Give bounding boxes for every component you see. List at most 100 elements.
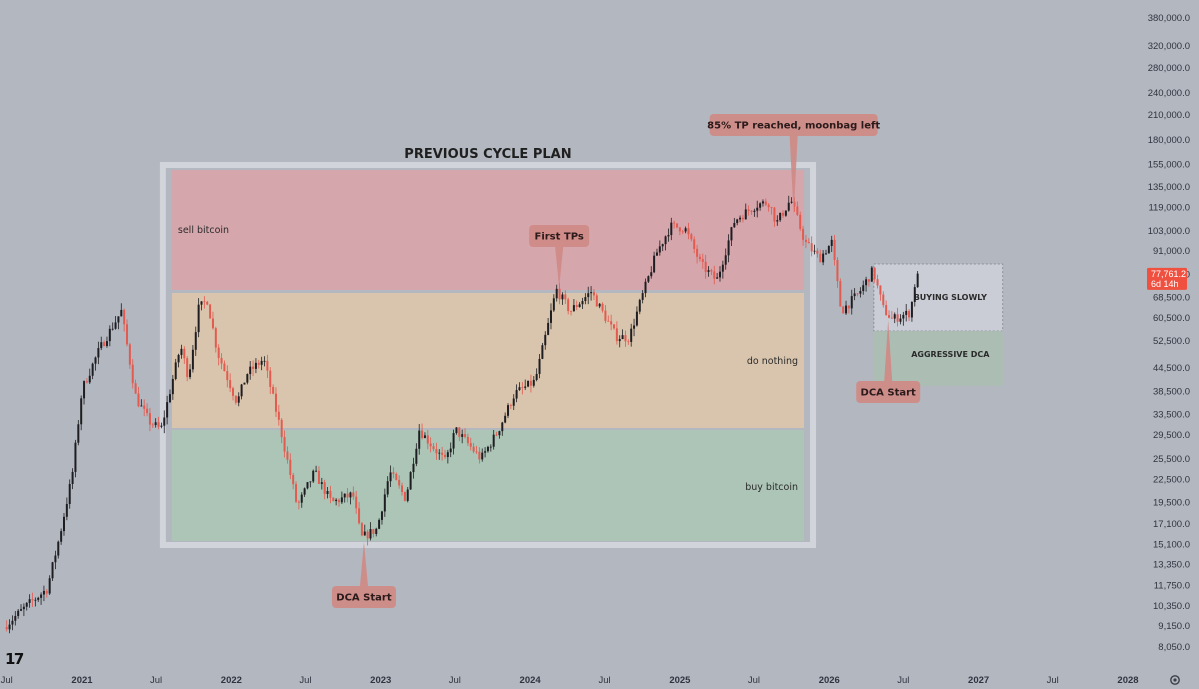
candle bbox=[151, 422, 154, 429]
candle-body-up bbox=[140, 405, 143, 407]
candle-body-up bbox=[650, 272, 653, 277]
candle bbox=[512, 394, 515, 411]
candle bbox=[105, 336, 108, 348]
x-tick-label: Jul bbox=[299, 675, 311, 686]
candle bbox=[306, 482, 309, 490]
gear-icon[interactable] bbox=[1170, 675, 1180, 685]
candle-body-up bbox=[724, 255, 727, 265]
candle bbox=[435, 442, 438, 460]
candle bbox=[177, 353, 180, 368]
candle-body-down bbox=[206, 301, 209, 305]
candle-body-down bbox=[908, 310, 911, 318]
candle bbox=[850, 289, 853, 315]
callout-pointer bbox=[789, 136, 798, 216]
candle bbox=[856, 292, 859, 297]
candle bbox=[673, 220, 676, 229]
candle-body-up bbox=[661, 244, 664, 247]
candle-body-up bbox=[309, 481, 312, 483]
candle bbox=[701, 253, 704, 269]
candle bbox=[168, 389, 171, 404]
candle-body-up bbox=[180, 348, 183, 355]
candle-body-up bbox=[197, 304, 200, 333]
candle bbox=[581, 297, 584, 309]
candle-body-down bbox=[678, 227, 681, 232]
y-tick-label: 280,000.0 bbox=[1148, 63, 1190, 74]
candle-body-down bbox=[701, 259, 704, 262]
candle bbox=[776, 215, 779, 226]
candle-body-up bbox=[191, 349, 194, 370]
candle-body-down bbox=[203, 301, 206, 303]
candle-body-up bbox=[383, 494, 386, 512]
candle bbox=[873, 267, 876, 283]
candle bbox=[57, 540, 60, 559]
candle bbox=[913, 284, 916, 307]
candle bbox=[527, 380, 530, 388]
candle-body-up bbox=[349, 492, 352, 498]
candle-body-up bbox=[658, 246, 661, 253]
candle bbox=[867, 278, 870, 287]
candle-body-up bbox=[776, 220, 779, 222]
candle bbox=[478, 447, 481, 464]
candle-body-down bbox=[183, 348, 186, 359]
candle-body-down bbox=[217, 347, 220, 358]
candle-body-down bbox=[796, 206, 799, 215]
candle bbox=[34, 597, 37, 607]
candle bbox=[822, 250, 825, 266]
candle-body-up bbox=[484, 451, 487, 453]
candle bbox=[223, 360, 226, 372]
candle-body-up bbox=[68, 484, 71, 504]
candle-body-up bbox=[108, 328, 111, 342]
candle-body-up bbox=[830, 239, 833, 246]
candle-body-up bbox=[549, 310, 552, 323]
candle bbox=[827, 245, 830, 254]
candle-body-up bbox=[452, 433, 455, 449]
x-tick-label: 2023 bbox=[370, 675, 391, 686]
candle bbox=[160, 422, 163, 429]
candle-body-up bbox=[303, 488, 306, 495]
x-tick-label: Jul bbox=[1047, 675, 1059, 686]
candle bbox=[260, 356, 263, 371]
candle-body-up bbox=[902, 314, 905, 319]
candle bbox=[464, 428, 467, 439]
candle-body-up bbox=[389, 472, 392, 482]
candle-body-up bbox=[100, 342, 103, 349]
candle-body-up bbox=[736, 219, 739, 224]
candle bbox=[65, 497, 68, 521]
candle-body-down bbox=[441, 452, 444, 455]
candle bbox=[727, 234, 730, 263]
zone-do-nothing bbox=[171, 293, 805, 428]
last-price-tag: 77,761.2 6d 14h bbox=[1147, 267, 1187, 290]
candle-body-up bbox=[263, 360, 266, 362]
candle bbox=[509, 403, 512, 410]
candle-body-down bbox=[297, 501, 300, 503]
tradingview-logo-icon[interactable]: 17 bbox=[5, 650, 25, 668]
candle bbox=[171, 374, 174, 400]
candle bbox=[799, 211, 802, 231]
candle-body-up bbox=[177, 354, 180, 363]
candle-body-down bbox=[209, 304, 212, 319]
candle bbox=[486, 445, 489, 453]
candle bbox=[804, 234, 807, 249]
candle bbox=[879, 285, 882, 301]
candle bbox=[635, 306, 638, 327]
candle-body-up bbox=[584, 297, 587, 302]
candle bbox=[37, 596, 40, 603]
candle-body-up bbox=[240, 384, 243, 397]
candle-body-down bbox=[134, 383, 137, 394]
zone-buying-slowly bbox=[873, 263, 1004, 332]
time-axis[interactable]: Jul 2021 Jul 2022 Jul 2023 Jul 2024 Jul 2025 Jul 20… bbox=[1, 675, 1139, 686]
candle bbox=[484, 447, 487, 458]
candle-body-up bbox=[721, 264, 724, 272]
candle-body-up bbox=[415, 448, 418, 464]
candle bbox=[180, 344, 183, 359]
candle-body-up bbox=[498, 431, 501, 436]
candle-body-up bbox=[423, 435, 426, 439]
candle-body-up bbox=[320, 482, 323, 484]
x-tick-label: 2025 bbox=[669, 675, 691, 686]
candle-body-up bbox=[518, 387, 521, 391]
candle-body-up bbox=[504, 415, 507, 423]
candle bbox=[535, 368, 538, 382]
candle bbox=[830, 235, 833, 253]
candle-body-down bbox=[435, 449, 438, 454]
candle-body-up bbox=[105, 341, 108, 347]
